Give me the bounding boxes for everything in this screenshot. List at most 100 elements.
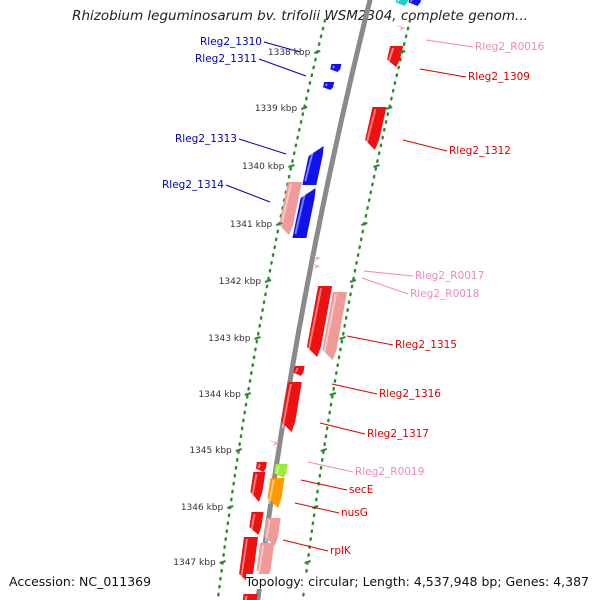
gene-rleg2-1317-shine (281, 383, 292, 429)
label-rleg2-1314: Rleg2_1314 (162, 179, 271, 203)
label-rleg2-r0019: Rleg2_R0019 (307, 461, 424, 478)
gene-sece (274, 464, 288, 478)
tick-label: 1340 kbp (242, 162, 285, 172)
tick-mark (219, 559, 227, 565)
label-rleg2-1310: Rleg2_1310 (200, 36, 301, 53)
tick-mark (226, 504, 234, 510)
labels-layer: Rleg2_1310 Rleg2_1311 Rleg2_1313 Rleg2_1314… (162, 36, 545, 557)
gene-rleg2-1310-shine (331, 65, 336, 69)
gene-rleg2-1315-shine (307, 287, 323, 354)
gene-label-text: Rleg2_R0017 (415, 270, 484, 282)
gene-rleg2-1310-body (330, 64, 342, 72)
tick-1: 1338 kbp (268, 48, 406, 58)
gene-partial-top-blue-body (408, 0, 422, 6)
gene-partial-top-cyan-shine (396, 0, 400, 3)
leader-line (319, 422, 366, 435)
gene-rleg2-1315-body (306, 286, 333, 357)
gene-rpla-pseudo-body (256, 543, 275, 580)
gene-rleg2-1315 (306, 286, 333, 357)
backbone-line (255, 0, 373, 600)
gene-bottom-partial-shine (244, 595, 248, 600)
tick-label: 1339 kbp (255, 104, 298, 114)
gene-rplk (249, 512, 264, 535)
tick-mark (313, 49, 321, 55)
tick-label: 1345 kbp (189, 446, 232, 456)
gene-rleg2-1311-shine (324, 83, 328, 87)
gene-label-text: Rleg2_1311 (195, 53, 257, 65)
gene-rleg2-1314-pseudo-body (279, 182, 302, 235)
tick-label: 1341 kbp (230, 220, 273, 230)
gene-nusg-body (267, 478, 285, 508)
gene-partial-top-cyan (395, 0, 409, 6)
gene-nusg (267, 478, 285, 508)
gene-rleg2-1312-body (365, 107, 387, 150)
gene-label-text: secE (349, 484, 373, 496)
gene-partial-top-cyan-body (395, 0, 409, 6)
gene-rpla (239, 537, 258, 584)
tick-6: 1343 kbp (208, 334, 346, 344)
leader-line (363, 270, 414, 277)
gene-rleg2-1317 (281, 382, 302, 432)
tick-mark-right (373, 163, 380, 169)
gene-label-text: Rleg2_1313 (175, 133, 237, 145)
tick-mark (288, 163, 295, 169)
gene-rplk-pseudo (264, 518, 281, 546)
label-rleg2-1312: Rleg2_1312 (402, 139, 511, 157)
gene-rpla-shine (239, 538, 248, 581)
label-rleg2-1311: Rleg2_1311 (195, 53, 307, 77)
gene-rleg2-1312 (364, 107, 387, 150)
tick-10: 1347 kbp (173, 558, 312, 568)
tick-8: 1345 kbp (189, 446, 328, 456)
label-rplk: rplK (282, 539, 352, 557)
gene-rplk-pseudo-body (264, 518, 281, 546)
gene-label-text: Rleg2_R0018 (410, 288, 479, 300)
rna-rleg2-r0017 (310, 255, 321, 261)
gene-rleg2-1315-pseudo (322, 292, 347, 360)
tick-label: 1338 kbp (268, 48, 311, 58)
gene-rleg2-1317-body (281, 382, 302, 432)
gene-partial-top-blue-shine (409, 0, 413, 3)
gene-rleg2-1316-fragment-shine (294, 367, 299, 373)
gene-rleg2-1311 (323, 82, 335, 90)
tick-mark (244, 391, 252, 397)
tick-mark-right (311, 504, 319, 510)
label-rleg2-1316: Rleg2_1316 (331, 383, 441, 400)
gene-rleg2-1309 (387, 46, 404, 67)
tick-mark-right (349, 278, 357, 284)
label-rleg2-1317: Rleg2_1317 (319, 422, 429, 440)
gene-sece-body (274, 464, 288, 478)
gene-rleg2-1316-fragment (293, 366, 305, 376)
tick-mark-right (320, 447, 328, 453)
leader-line (238, 138, 287, 155)
gene-rleg2-1314-body (292, 188, 316, 238)
gene-small-red (255, 462, 267, 472)
tick-mark-right (339, 335, 346, 341)
tick-mark-right (304, 559, 312, 565)
tick-label: 1343 kbp (208, 334, 251, 344)
leader-line (307, 461, 354, 473)
gene-nusg-shine (268, 479, 275, 505)
gene-label-text: Rleg2_1315 (395, 339, 457, 351)
gene-small-red-body (255, 462, 267, 472)
leader-line (300, 479, 348, 491)
accession-text: Accession: NC_011369 (9, 574, 152, 589)
genome-title: Rhizobium leguminosarum bv. trifolii WSM… (72, 8, 528, 24)
gene-rplk-shine (250, 513, 256, 532)
gene-rleg2-1315-pseudo-body (322, 292, 347, 360)
gene-bottom-partial (242, 594, 258, 600)
gene-rleg2-1318-body (250, 472, 266, 502)
gene-label-text: Rleg2_1317 (367, 428, 429, 440)
label-rleg2-1315: Rleg2_1315 (346, 335, 457, 351)
gene-bottom-partial-body (242, 594, 258, 600)
gene-label-text: Rleg2_1314 (162, 179, 224, 191)
leader-line (258, 58, 307, 77)
tick-4: 1341 kbp (230, 220, 368, 230)
gene-rleg2-1309-body (387, 46, 404, 67)
tick-label: 1344 kbp (198, 390, 241, 400)
leader-line (361, 277, 409, 295)
gene-rplk-pseudo-shine (264, 519, 271, 543)
tick-mark (264, 278, 272, 284)
leader-line (425, 39, 474, 48)
features-layer (239, 0, 422, 600)
